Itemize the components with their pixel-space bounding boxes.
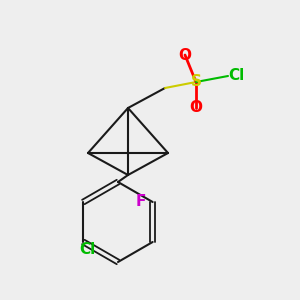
Text: Cl: Cl [79, 242, 95, 257]
Text: F: F [136, 194, 146, 209]
Text: S: S [190, 74, 202, 89]
Text: Cl: Cl [228, 68, 244, 83]
Text: O: O [190, 100, 202, 116]
Text: O: O [178, 47, 191, 62]
